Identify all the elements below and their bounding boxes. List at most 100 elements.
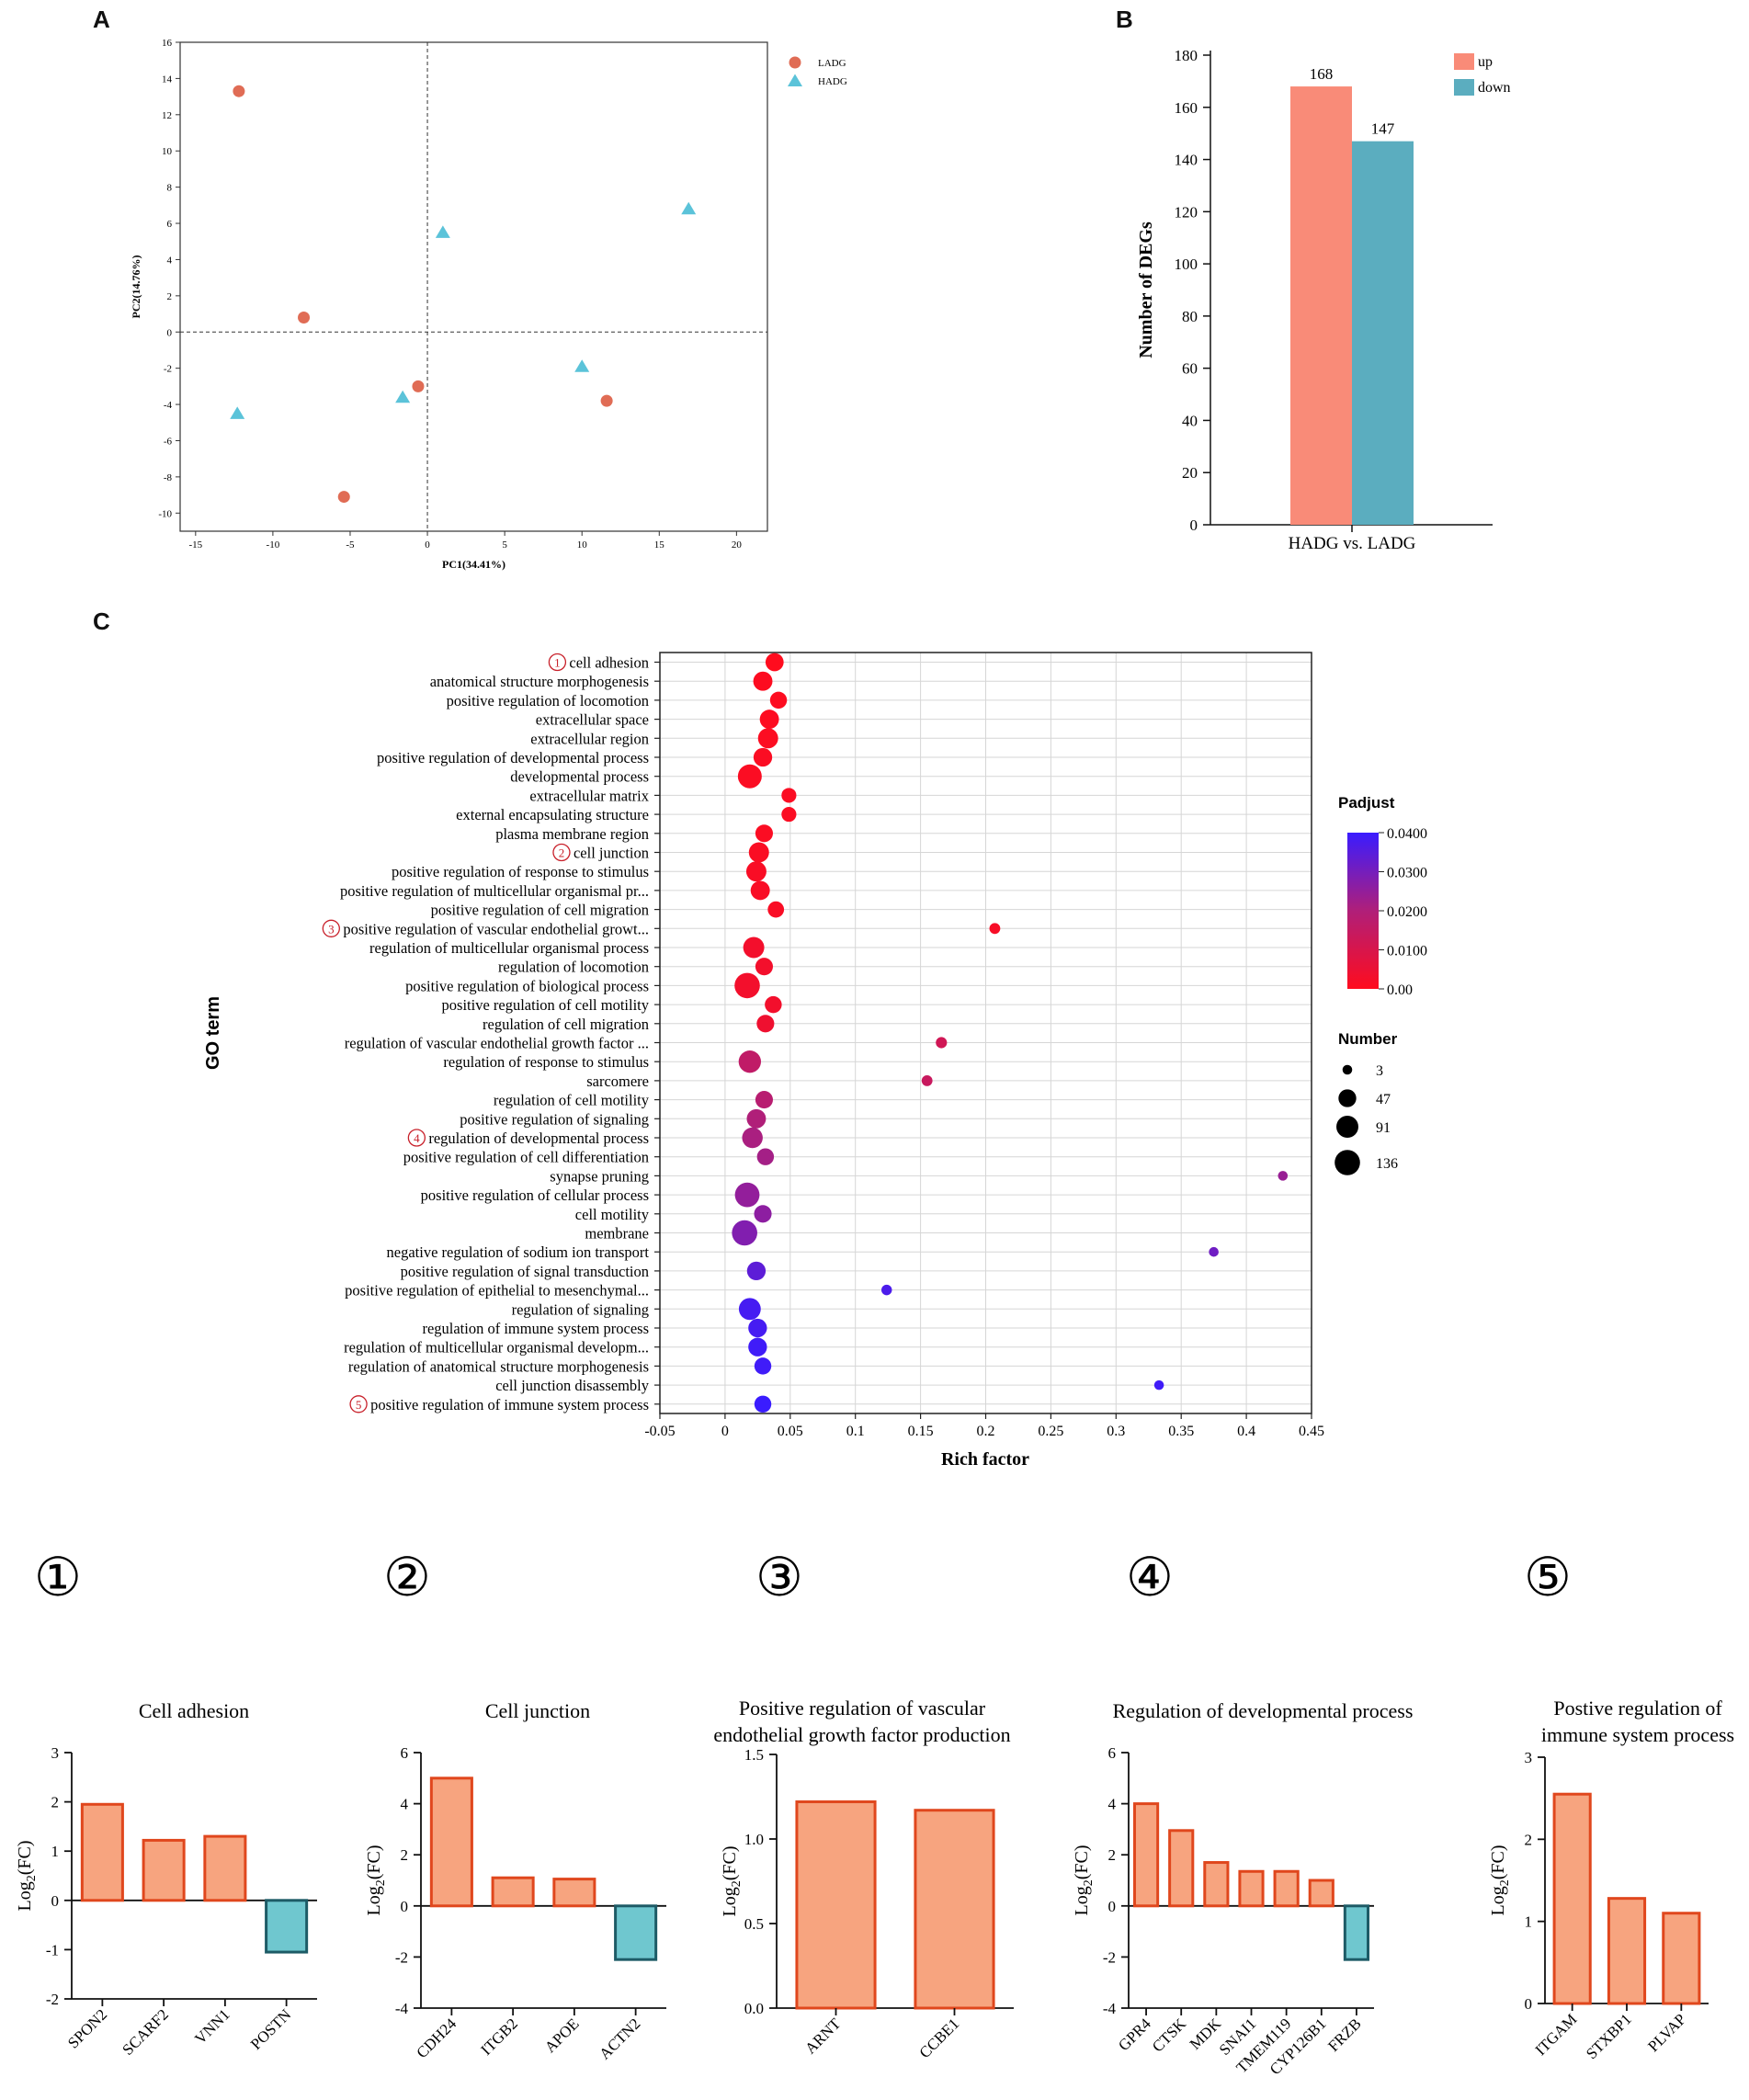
- gene-chart-y-tick-label: 0: [1525, 1995, 1533, 2013]
- go-dot: [742, 1127, 763, 1149]
- gene-chart-x-tick-label: POSTN: [247, 2005, 295, 2053]
- pca-y-tick-label: 8: [167, 183, 173, 194]
- go-color-legend-label: 0.0200: [1387, 904, 1427, 920]
- deg-legend-label-down: down: [1478, 80, 1511, 96]
- deg-data-label-up: 168: [1310, 65, 1334, 83]
- pca-point-ladg: [600, 394, 613, 407]
- go-x-tick-label: 0.45: [1299, 1424, 1324, 1439]
- gene-chart-x-tick-label: APOE: [541, 2015, 583, 2056]
- gene-chart-y-title-part: (FC): [1072, 1845, 1092, 1879]
- gene-chart-x-tick-label: SPON2: [64, 2005, 110, 2051]
- gene-chart-x-tick-label: ACTN2: [596, 2015, 643, 2062]
- go-term-label: regulation of cell motility: [494, 1092, 650, 1109]
- pca-point-hadg: [574, 359, 590, 372]
- gene-chart-y-tick-label: 0: [401, 1898, 409, 1915]
- deg-bar-up: [1290, 86, 1352, 526]
- go-term-label: extracellular matrix: [529, 787, 649, 804]
- go-term-label: positive regulation of cell migration: [431, 902, 649, 919]
- go-x-tick-label: 0.05: [778, 1424, 803, 1439]
- gene-chart-y-axis-title: Log2(FC): [364, 1845, 388, 1915]
- deg-x-tick-label: HADG vs. LADG: [1289, 534, 1416, 553]
- go-dot: [881, 1284, 892, 1296]
- go-size-legend-label: 91: [1376, 1120, 1391, 1136]
- gene-chart-y-tick-label: 6: [1108, 1744, 1117, 1762]
- gene-bar-up: [1238, 1869, 1265, 1908]
- gene-bar-up: [142, 1838, 186, 1902]
- go-dot: [781, 807, 797, 823]
- gene-chart-y-tick-label: 4: [401, 1796, 409, 1813]
- panel-label-c: C: [93, 607, 110, 635]
- gene-chart-title: Postive regulation of: [1553, 1697, 1722, 1720]
- go-term-label: regulation of immune system process: [422, 1320, 649, 1337]
- pca-point-hadg: [681, 201, 697, 215]
- gene-chart-y-title-sub: 2: [1082, 1879, 1096, 1886]
- go-term-label: regulation of anatomical structure morph…: [348, 1357, 649, 1375]
- gene-chart-y-title-sub: 2: [374, 1879, 388, 1886]
- go-dot: [754, 1205, 772, 1223]
- gene-chart-x-tick-label: ITGAM: [1532, 2010, 1581, 2059]
- go-dot: [754, 1357, 772, 1375]
- go-term-circle-number: 4: [414, 1131, 420, 1145]
- gene-chart-x-tick-label: ITGB2: [477, 2015, 520, 2058]
- go-term-circle-mark: [349, 1395, 368, 1413]
- deg-bar-chart: 0 20 40 60 80 100 120 140 160 180 Number of DEGs 16…: [1136, 47, 1511, 553]
- go-dot: [755, 958, 773, 976]
- gene-bar-up: [203, 1834, 247, 1902]
- go-term-circle-mark: [407, 1129, 426, 1147]
- go-term-label: cell junction: [574, 845, 649, 862]
- pca-y-tick-label: 10: [162, 146, 173, 157]
- go-term-circle-mark: [322, 919, 340, 937]
- go-dot: [1278, 1171, 1289, 1181]
- go-term-circle-number: 5: [356, 1398, 362, 1412]
- go-size-legend-label: 3: [1376, 1063, 1383, 1079]
- gene-chart-y-tick-label: -4: [395, 2000, 409, 2017]
- gene-chart-y-tick-label: 3: [1525, 1749, 1533, 1766]
- go-x-tick-label: -0.05: [644, 1424, 675, 1439]
- deg-legend-label-up: up: [1478, 54, 1493, 70]
- pca-y-tick-label: 12: [162, 110, 172, 121]
- go-x-tick-label: 0.35: [1168, 1424, 1194, 1439]
- go-term-label: plasma membrane region: [495, 825, 649, 843]
- go-size-legend-dot: [1342, 1064, 1353, 1075]
- pca-y-tick-label: -10: [158, 508, 172, 519]
- gene-chart-x-tick-label: FRZB: [1324, 2015, 1365, 2055]
- go-dot: [750, 880, 770, 901]
- go-term-label: membrane: [585, 1225, 649, 1243]
- gene-chart-y-title-part: Log: [1072, 1886, 1092, 1915]
- go-x-tick-label: 0.3: [1107, 1424, 1125, 1439]
- go-term-circle-number: 1: [554, 656, 561, 670]
- go-term-label: negative regulation of sodium ion transp…: [387, 1243, 650, 1261]
- deg-data-label-down: 147: [1371, 120, 1395, 138]
- go-dot: [989, 923, 1001, 935]
- gene-bar-up: [1273, 1869, 1300, 1908]
- go-dot: [936, 1037, 948, 1049]
- go-term-label: cell junction disassembly: [495, 1377, 650, 1394]
- gene-chart-title: immune system process: [1541, 1723, 1734, 1746]
- pca-legend-label-ladg: LADG: [818, 58, 846, 69]
- deg-y-tick-label: 40: [1182, 412, 1198, 429]
- go-x-tick-label: 0.25: [1038, 1424, 1063, 1439]
- deg-y-tick-label: 0: [1190, 516, 1198, 534]
- go-term-circle-number: 2: [559, 846, 565, 860]
- pca-y-tick-label: -6: [164, 436, 173, 447]
- gene-chart-y-tick-label: -2: [395, 1948, 408, 1966]
- go-dot: [1209, 1246, 1219, 1257]
- go-term-label: regulation of developmental process: [428, 1129, 649, 1147]
- gene-chart-circle-number: ①: [34, 1546, 82, 1608]
- gene-bar-down: [1343, 1904, 1370, 1961]
- gene-bar-up: [1607, 1897, 1647, 2005]
- gene-chart-y-tick-label: 0: [51, 1892, 60, 1910]
- go-dot: [738, 1050, 761, 1073]
- gene-chart-y-tick-label: 2: [1108, 1846, 1117, 1864]
- pca-x-tick-label: 5: [502, 539, 507, 551]
- deg-legend-swatch-up: [1454, 53, 1474, 70]
- gene-chart-g4: ④ Regulation of developmental process -4 -2…: [1072, 1546, 1413, 2078]
- go-term-label: positive regulation of cell differentiat…: [403, 1149, 649, 1166]
- pca-y-tick-label: -4: [164, 400, 173, 411]
- go-dot: [748, 1337, 767, 1356]
- go-color-legend-bar: [1347, 833, 1379, 989]
- go-dot: [755, 1091, 773, 1109]
- pca-y-tick-label: 0: [167, 327, 173, 338]
- pca-point-ladg: [337, 491, 350, 504]
